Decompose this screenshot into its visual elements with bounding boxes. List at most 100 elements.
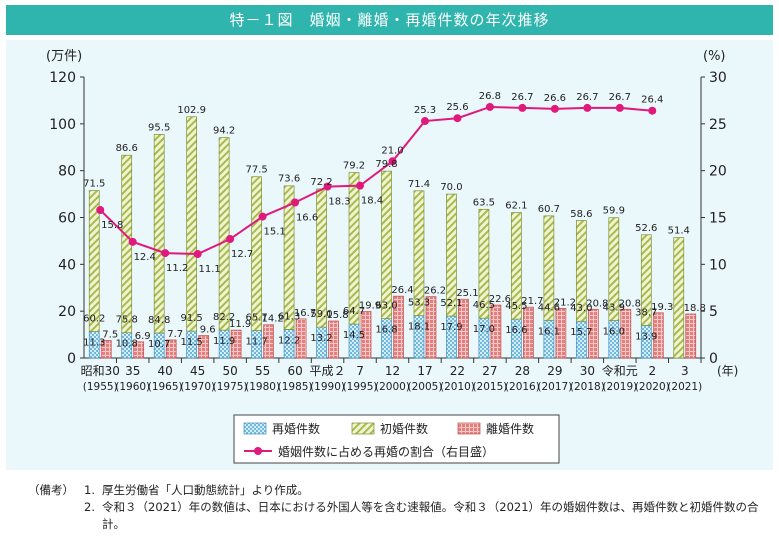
first-marriage-value-label: 75.8 <box>116 315 138 326</box>
legend-swatch <box>243 422 267 435</box>
ratio-line <box>99 105 653 256</box>
legend-swatch <box>351 422 375 435</box>
legend-line-label: 婚姻件数に占める再婚の割合（右目盛） <box>278 444 494 459</box>
first-marriage-bar <box>511 212 522 320</box>
divorce-bar <box>652 312 664 359</box>
first-marriage-value-label: 43.9 <box>603 303 625 314</box>
axes-layer: 0 20 40 60 80 100 120 0 5 10 15 20 25 30 (万件) (%) 昭和30 (1… <box>46 49 738 393</box>
left-tick-label: 100 <box>49 117 76 133</box>
x-era-label: 35 <box>125 364 140 378</box>
x-era-label: 平成２ <box>310 364 346 378</box>
ratio-point <box>356 181 365 190</box>
first-marriage-value-label: 60.2 <box>83 314 105 325</box>
first-marriage-value-label: 91.5 <box>181 313 203 324</box>
x-era-label: 令和元 <box>602 363 638 378</box>
first-marriage-bar <box>381 170 392 320</box>
first-marriage-value-label: 84.8 <box>148 315 170 326</box>
first-marriage-value-label: 53.3 <box>408 298 430 309</box>
first-marriage-bar <box>575 220 587 322</box>
note-text-1: 厚生労働省「人口動態統計」より作成。 <box>102 483 309 497</box>
x-year-label: (1970) <box>180 381 215 393</box>
x-year-label: (2015) <box>472 381 507 393</box>
marriage-total-label: 58.6 <box>570 209 592 220</box>
left-tick-label: 120 <box>49 70 76 86</box>
first-marriage-value-label: 45.5 <box>505 301 527 312</box>
divorce-bar <box>523 306 534 359</box>
x-era-label: 昭和30 <box>81 364 120 378</box>
ratio-value-label: 26.8 <box>479 91 501 102</box>
divorce-bar <box>230 329 242 359</box>
divorce-value-label: 6.9 <box>135 331 151 342</box>
x-year-label: (2021) <box>667 381 702 393</box>
x-year-label: (1980) <box>245 381 280 393</box>
marriage-total-label: 51.4 <box>668 226 690 237</box>
x-era-label: 55 <box>255 364 270 378</box>
divorce-value-label: 7.7 <box>167 329 183 340</box>
left-unit-label: (万件) <box>46 49 82 64</box>
x-era-label: 45 <box>190 364 205 378</box>
first-marriage-bar <box>186 116 198 332</box>
ratio-point <box>550 104 559 113</box>
chart-svg: 0 20 40 60 80 100 120 0 5 10 15 20 25 30 (万件) (%) 昭和30 (1… <box>46 49 738 464</box>
remarriage-value-label: 16.6 <box>505 325 527 336</box>
right-unit-label: (%) <box>703 49 726 64</box>
notes-block: （備考） 1. 厚生労働省「人口動態統計」より作成。 2. 令和３（2021）年… <box>28 482 773 533</box>
bars-layer <box>88 116 697 359</box>
ratio-value-label: 26.7 <box>511 92 533 103</box>
ratio-value-label: 15.1 <box>263 227 285 238</box>
x-year-label: (2020) <box>635 381 670 393</box>
ratio-value-label: 21.0 <box>381 145 403 156</box>
first-marriage-bar <box>218 137 230 331</box>
ratio-point <box>453 114 462 123</box>
remarriage-value-label: 18.1 <box>408 322 430 333</box>
first-marriage-value-label: 46.5 <box>473 300 495 311</box>
x-year-label: (1995) <box>343 381 378 393</box>
x-year-label: (2005) <box>408 381 443 393</box>
left-tick-label: 40 <box>58 257 76 273</box>
remarriage-value-label: 11.9 <box>213 336 235 347</box>
divorce-bar <box>165 339 177 359</box>
x-era-label: 17 <box>417 364 432 378</box>
divorce-bar <box>685 313 697 359</box>
divorce-value-label: 7.5 <box>102 329 118 340</box>
right-tick-label: 20 <box>709 164 727 180</box>
legend-label: 再婚件数 <box>272 421 320 436</box>
marriage-total-bar <box>673 237 685 359</box>
ratio-value-label: 26.4 <box>641 95 663 106</box>
divorce-value-label: 19.3 <box>651 302 673 313</box>
x-year-label: (2018) <box>570 381 605 393</box>
divorce-value-label: 11.9 <box>229 319 251 330</box>
x-era-label: 30 <box>580 364 595 378</box>
ratio-point <box>615 103 624 112</box>
x-year-label: (1975) <box>213 381 248 393</box>
ratio-point <box>518 103 527 112</box>
legend-box <box>233 414 560 464</box>
divorce-value-label: 22.6 <box>489 294 511 305</box>
ratio-point <box>388 157 397 166</box>
divorce-value-label: 21.2 <box>554 297 576 308</box>
divorce-value-label: 9.6 <box>200 325 216 336</box>
chart-title: 特－１図 婚姻・離婚・再婚件数の年次推移 <box>6 5 773 35</box>
first-marriage-bar <box>608 217 620 321</box>
legend-label: 初婚件数 <box>380 421 428 436</box>
ratio-value-label: 11.2 <box>166 263 188 274</box>
remarriage-value-label: 11.3 <box>83 338 105 349</box>
divorce-bar <box>360 311 372 359</box>
first-marriage-value-label: 52.1 <box>440 298 462 309</box>
note-row-2: 2. 令和３（2021）年の数値は、日本における外国人等を含む速報値。令和３（2… <box>28 499 773 533</box>
divorce-value-label: 16.7 <box>294 308 316 319</box>
first-marriage-value-label: 43.0 <box>570 303 592 314</box>
remarriage-value-label: 10.8 <box>116 339 138 350</box>
marriage-total-label: 73.6 <box>278 174 300 185</box>
divorce-bar <box>425 296 437 359</box>
marriage-total-label: 79.8 <box>375 159 397 170</box>
first-marriage-bar <box>283 185 295 330</box>
first-marriage-bar <box>153 134 165 334</box>
divorce-value-label: 18.8 <box>684 303 706 314</box>
divorce-bar <box>198 335 210 359</box>
right-tick-label: 5 <box>709 304 718 320</box>
ratio-point <box>258 212 267 221</box>
ratio-point <box>226 235 235 244</box>
first-marriage-bar <box>88 190 100 332</box>
first-marriage-value-label: 65.7 <box>245 313 267 324</box>
